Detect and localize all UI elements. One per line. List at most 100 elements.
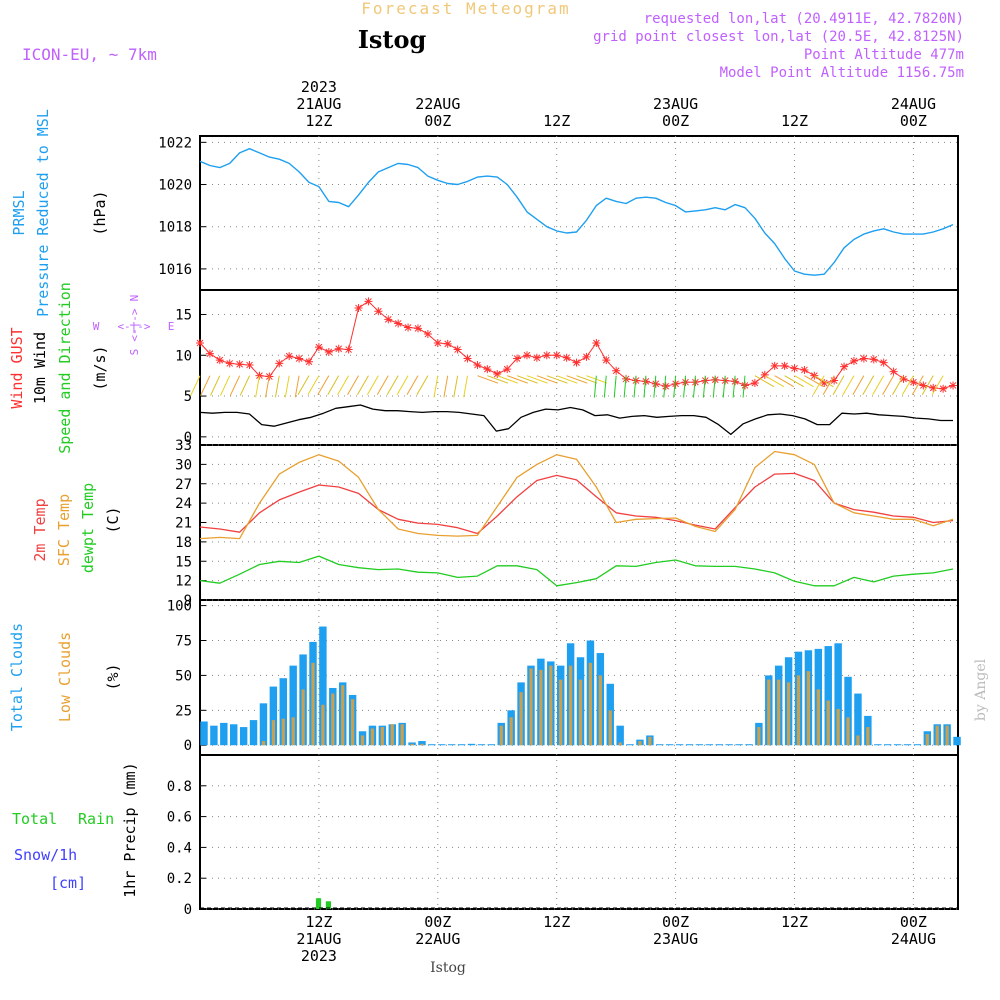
cloud-low-bar — [638, 741, 642, 746]
bottom-time-label: 12Z — [305, 913, 332, 931]
wind-direction-arrow — [921, 375, 934, 395]
wind-direction-arrow — [433, 375, 439, 398]
wind-direction-arrow — [653, 375, 657, 398]
bottom-time-label: 00Z — [900, 913, 927, 931]
gust-marker — [493, 370, 502, 379]
wind-direction-arrow — [663, 375, 667, 398]
top-time-label: 23AUG — [653, 95, 698, 113]
cloud-low-bar — [786, 682, 791, 746]
cloud-low-bar — [281, 718, 285, 746]
cloud-total-bar — [913, 744, 922, 746]
cloud-total-bar — [695, 744, 704, 746]
gust-marker — [473, 361, 482, 370]
cloud-low-bar — [925, 734, 929, 746]
gust-marker — [612, 366, 621, 375]
cloud-low-bar — [390, 724, 394, 746]
rain-bar — [315, 898, 322, 909]
gust-marker — [413, 324, 422, 333]
wind-direction-arrow — [294, 375, 300, 398]
cloud-total-bar — [319, 626, 327, 746]
gust-marker — [225, 359, 234, 368]
wind-direction-arrow — [586, 375, 608, 384]
gust-marker — [592, 339, 601, 348]
cloud-labels: Total Clouds Low Clouds (%) — [8, 623, 122, 731]
gust-marker — [552, 351, 561, 360]
y-tick-label: 0.8 — [167, 779, 192, 795]
dewpt-line — [199, 555, 954, 587]
compass-s: S — [128, 349, 141, 356]
gust-marker — [196, 339, 204, 348]
frame-precip — [199, 754, 959, 910]
cloud-total-bar — [200, 721, 208, 746]
top-time-label: 24AUG — [891, 95, 936, 113]
requested-lonlat: requested lon,lat (20.4911E, 42.7820N) — [644, 11, 964, 27]
cloud-low-bar — [509, 717, 513, 746]
label-dewpt-temp: dewpt Temp — [79, 483, 97, 573]
cloud-low-bar — [360, 735, 365, 746]
wind-direction-arrow — [613, 375, 617, 398]
wind-series — [190, 297, 958, 436]
y-tick-label: 15 — [175, 554, 192, 570]
y-tick-label: 24 — [175, 496, 192, 512]
gust-marker — [849, 356, 858, 365]
gust-marker — [770, 361, 779, 370]
label-2m-temp: 2m Temp — [31, 498, 49, 561]
cloud-low-bar — [598, 675, 602, 746]
bottom-time-label: 12Z — [543, 913, 570, 931]
gust-marker — [275, 359, 284, 368]
gust-marker — [295, 354, 304, 363]
label-10m-wind: 10m Wind — [31, 332, 49, 404]
cloud-total-bar — [705, 744, 714, 746]
wind-gust-line — [199, 300, 954, 390]
rain-bar — [325, 901, 332, 909]
label-total-clouds: Total Clouds — [8, 623, 26, 731]
gust-marker — [760, 370, 769, 379]
gust-marker — [384, 315, 393, 324]
gust-marker — [939, 384, 948, 393]
gust-marker — [830, 376, 839, 385]
gust-marker — [562, 353, 571, 362]
y-tick-label: 0.2 — [167, 871, 192, 887]
gust-marker — [304, 357, 313, 366]
gust-marker — [483, 365, 492, 374]
cloud-total-bar — [269, 686, 278, 746]
wind-direction-arrow — [556, 375, 578, 384]
gust-marker — [503, 365, 512, 374]
cloud-total-bar — [893, 744, 902, 746]
cloud-low-bar — [757, 727, 761, 746]
gust-marker — [790, 364, 799, 373]
top-time-label: 00Z — [900, 112, 927, 130]
cloud-total-bar — [854, 693, 862, 746]
cloud-total-bar — [745, 744, 753, 746]
cloud-low-bar — [400, 724, 404, 746]
wind-direction-arrow — [284, 375, 290, 398]
wind-direction-arrow — [842, 375, 855, 395]
cloud-low-bar — [331, 693, 335, 746]
gust-marker — [443, 339, 452, 348]
gust-marker — [909, 378, 918, 387]
wind-direction-arrow — [643, 375, 647, 398]
pressure-series — [199, 147, 954, 276]
cloud-low-bar — [578, 679, 583, 746]
gust-marker — [334, 344, 343, 353]
cloud-total-bar — [249, 720, 258, 746]
y-tick-label: 0 — [184, 430, 192, 446]
wind-direction-arrow — [911, 375, 924, 395]
wind-direction-arrow — [872, 375, 885, 395]
wind-direction-arrow — [901, 375, 914, 395]
y-tick-label: 0 — [184, 738, 192, 754]
bottom-time-label: 00Z — [424, 913, 451, 931]
gust-marker — [532, 353, 541, 362]
cloud-low-bar — [539, 669, 543, 746]
gust-marker — [869, 355, 878, 364]
wind-direction-arrow — [546, 375, 568, 384]
top-time-label: 12Z — [781, 112, 808, 130]
wind-direction-arrow — [297, 375, 310, 395]
wind-direction-arrow — [229, 375, 241, 396]
cloud-total-bar — [903, 744, 912, 746]
cloud-low-bar — [856, 735, 860, 746]
cloud-low-bar — [380, 727, 384, 746]
label-total: Total — [12, 810, 57, 828]
cloud-low-bar — [311, 662, 315, 746]
